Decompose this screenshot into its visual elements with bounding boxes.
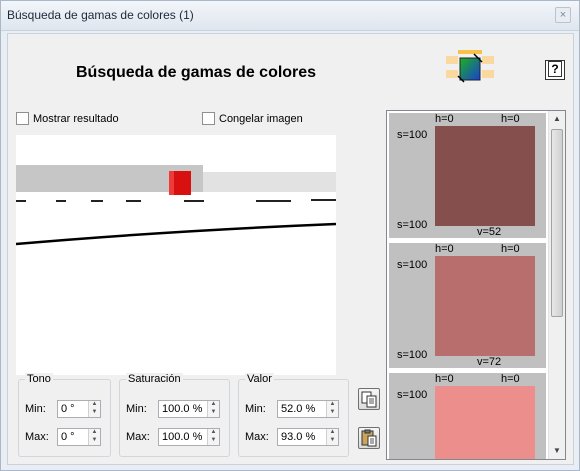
hue-min-value[interactable]: 0 ° [61, 403, 75, 415]
scroll-up-icon[interactable]: ▲ [553, 114, 561, 123]
value-max-value[interactable]: 93.0 % [281, 431, 316, 443]
scroll-down-icon[interactable]: ▼ [553, 446, 561, 455]
saturation-max-stepper[interactable]: 100.0 % ▲ ▼ [158, 428, 220, 446]
scroll-thumb[interactable] [551, 129, 563, 317]
show-result-box[interactable] [16, 112, 29, 125]
saturation-min-stepper[interactable]: 100.0 % ▲ ▼ [158, 400, 220, 418]
show-result-checkbox[interactable]: Mostrar resultado [16, 112, 119, 125]
window-title: Búsqueda de gamas de colores (1) [7, 8, 194, 22]
value-max-row: Max: 93.0 % ▲ ▼ [245, 428, 339, 446]
swatch-h-left: h=0 [435, 373, 454, 385]
saturation-max-row: Max: 100.0 % ▲ ▼ [126, 428, 220, 446]
page-title: Búsqueda de gamas de colores [76, 64, 317, 81]
swatch-h-left: h=0 [435, 243, 454, 255]
freeze-image-checkbox[interactable]: Congelar imagen [202, 112, 303, 125]
swatch-h-left: h=0 [435, 113, 454, 125]
swatch-s-top: s=100 [397, 129, 428, 141]
saturation-max-value[interactable]: 100.0 % [162, 431, 203, 443]
saturation-title: Saturación [126, 373, 183, 385]
swatch-v: v=52 [477, 226, 502, 238]
value-min-label: Min: [245, 403, 266, 415]
hue-title: Tono [25, 373, 53, 385]
hue-max-label: Max: [25, 431, 49, 443]
saturation-group: Saturación Min: 100.0 % ▲ ▼ Max: 100.0 % … [119, 373, 230, 457]
swatch-color [435, 256, 535, 356]
value-min-value[interactable]: 52.0 % [281, 403, 316, 415]
freeze-image-label: Congelar imagen [219, 112, 303, 125]
close-button[interactable]: × [555, 7, 571, 23]
saturation-min-value[interactable]: 100.0 % [162, 403, 203, 415]
value-max-arrows[interactable]: ▲ ▼ [326, 429, 338, 445]
title-bar[interactable]: Búsqueda de gamas de colores (1) × [1, 1, 579, 31]
copy-icon [361, 391, 377, 408]
hue-min-arrows[interactable]: ▲ ▼ [88, 401, 100, 417]
hue-max-row: Max: 0 ° ▲ ▼ [25, 428, 101, 446]
camera-preview [16, 135, 336, 375]
swatch-color [435, 386, 535, 459]
copy-button[interactable] [358, 388, 380, 410]
value-max-stepper[interactable]: 93.0 % ▲ ▼ [277, 428, 339, 446]
main-panel: Búsqueda de gamas de colores ? Mostrar r… [7, 33, 574, 465]
swatch-color [435, 126, 535, 226]
saturation-max-label: Max: [126, 431, 150, 443]
swatch-item-3[interactable]: h=0 h=0 s=100 [389, 373, 546, 459]
value-max-label: Max: [245, 431, 269, 443]
swatch-item-1[interactable]: h=0 h=0 s=100 s=100 v=52 [389, 113, 546, 238]
value-min-arrows[interactable]: ▲ ▼ [326, 401, 338, 417]
hue-min-label: Min: [25, 403, 46, 415]
value-group: Valor Min: 52.0 % ▲ ▼ Max: 93.0 % ▲ ▼ [238, 373, 349, 457]
hue-max-arrows[interactable]: ▲ ▼ [88, 429, 100, 445]
saturation-min-arrows[interactable]: ▲ ▼ [207, 401, 219, 417]
show-result-label: Mostrar resultado [33, 112, 119, 125]
hue-min-stepper[interactable]: 0 ° ▲ ▼ [57, 400, 101, 418]
swatch-s-top: s=100 [397, 259, 428, 271]
value-min-stepper[interactable]: 52.0 % ▲ ▼ [277, 400, 339, 418]
saturation-min-label: Min: [126, 403, 147, 415]
color-swatch-list[interactable]: h=0 h=0 s=100 s=100 v=52 h=0 h=0 s=100 s… [386, 110, 566, 460]
saturation-max-arrows[interactable]: ▲ ▼ [207, 429, 219, 445]
help-button[interactable]: ? [545, 60, 565, 80]
hue-group: Tono Min: 0 ° ▲ ▼ Max: 0 ° ▲ ▼ [18, 373, 111, 457]
freeze-image-box[interactable] [202, 112, 215, 125]
hue-min-row: Min: 0 ° ▲ ▼ [25, 400, 101, 418]
swatch-s-bottom: s=100 [397, 349, 428, 361]
help-label: ? [548, 61, 562, 77]
swatch-h-right: h=0 [501, 373, 520, 385]
color-range-tool-icon [446, 50, 494, 83]
paste-button[interactable] [358, 427, 380, 449]
value-min-row: Min: 52.0 % ▲ ▼ [245, 400, 339, 418]
swatch-s-bottom: s=100 [397, 219, 428, 231]
value-title: Valor [245, 373, 274, 385]
swatch-h-right: h=0 [501, 113, 520, 125]
swatch-scrollbar[interactable]: ▲ ▼ [548, 111, 565, 459]
swatch-h-right: h=0 [501, 243, 520, 255]
swatch-item-2[interactable]: h=0 h=0 s=100 s=100 v=72 [389, 243, 546, 368]
swatch-v: v=72 [477, 356, 502, 368]
saturation-min-row: Min: 100.0 % ▲ ▼ [126, 400, 220, 418]
hue-max-stepper[interactable]: 0 ° ▲ ▼ [57, 428, 101, 446]
swatch-s-top: s=100 [397, 389, 428, 401]
paste-icon [361, 429, 377, 447]
hue-max-value[interactable]: 0 ° [61, 431, 75, 443]
